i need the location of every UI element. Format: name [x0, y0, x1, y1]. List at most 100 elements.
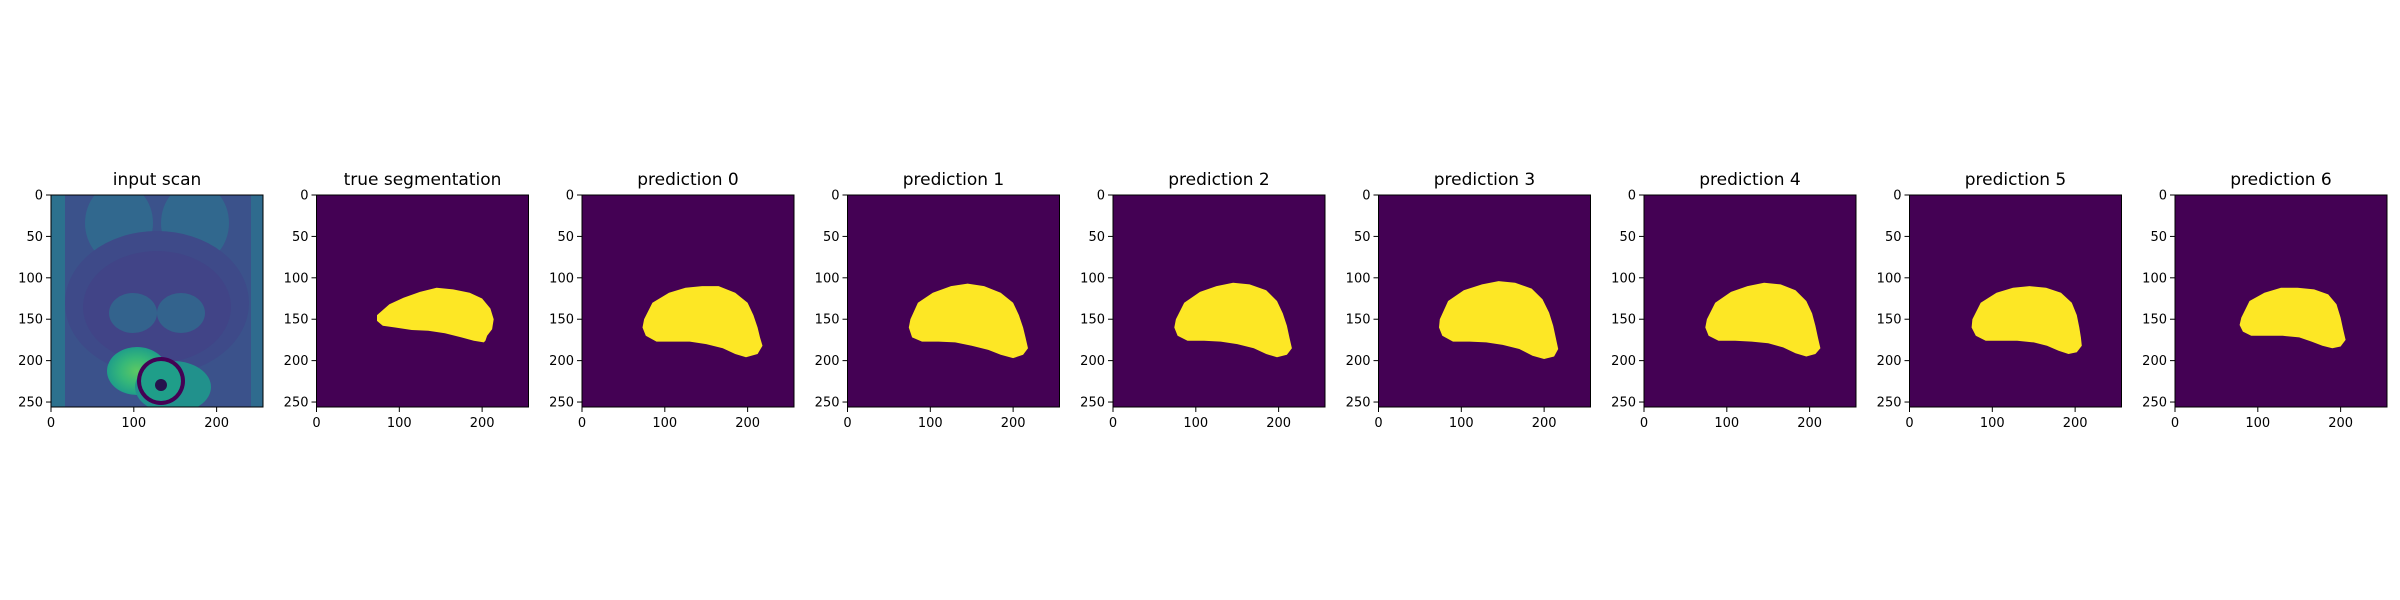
y-tick-label: 0 [566, 189, 574, 204]
y-tick-label: 0 [35, 189, 43, 204]
y-tick-label: 0 [831, 189, 839, 204]
y-tick-label: 250 [18, 396, 43, 411]
x-tick-label: 200 [2328, 416, 2353, 431]
x-tick-label: 200 [204, 416, 229, 431]
y-tick-label: 100 [18, 271, 43, 286]
y-tick-label: 200 [1346, 354, 1371, 369]
panel-title: prediction 2 [1168, 170, 1270, 190]
scan-gland-right [157, 293, 205, 333]
axes-frame [316, 194, 529, 408]
y-tick-label: 150 [284, 313, 309, 328]
y-tick-label: 250 [549, 396, 574, 411]
scan-edge-left [51, 195, 65, 407]
panel-7: prediction 4 0 100 200 0 50 100 150 200 250 [1611, 170, 1857, 431]
y-tick-label: 200 [1877, 354, 1902, 369]
y-tick-label: 250 [284, 396, 309, 411]
panel-title: prediction 4 [1699, 170, 1801, 190]
scan-probe-center [155, 379, 167, 391]
y-tick-label: 250 [815, 396, 840, 411]
y-tick-label: 150 [1877, 313, 1902, 328]
x-tick-label: 0 [1109, 416, 1117, 431]
y-tick-label: 0 [300, 189, 308, 204]
y-tick-label: 50 [2150, 230, 2167, 245]
y-tick-label: 0 [1893, 189, 1901, 204]
x-tick-label: 200 [1001, 416, 1026, 431]
y-tick-label: 150 [18, 313, 43, 328]
y-tick-label: 250 [1611, 396, 1636, 411]
segmentation-mask [1174, 282, 1292, 358]
x-tick-label: 0 [2171, 416, 2179, 431]
y-tick-label: 100 [1080, 271, 1105, 286]
x-tick-label: 100 [387, 416, 412, 431]
y-tick-label: 50 [557, 230, 574, 245]
y-tick-label: 100 [1346, 271, 1371, 286]
x-tick-label: 100 [1183, 416, 1208, 431]
axes-frame [2174, 194, 2388, 408]
x-tick-label: 200 [1266, 416, 1291, 431]
x-tick-label: 200 [1797, 416, 1822, 431]
mri-scan-image [51, 195, 263, 407]
y-tick-label: 250 [1877, 396, 1902, 411]
x-tick-label: 0 [47, 416, 55, 431]
x-tick-label: 0 [578, 416, 586, 431]
y-tick-label: 50 [1885, 230, 1902, 245]
y-tick-label: 50 [1354, 230, 1371, 245]
scan-gland-left [109, 293, 157, 333]
panel-title: prediction 1 [903, 170, 1005, 190]
panel-3: prediction 0 0 100 200 0 50 100 150 200 250 [549, 170, 795, 431]
y-tick-label: 250 [2142, 396, 2167, 411]
panel-title: true segmentation [344, 170, 502, 190]
y-tick-label: 100 [2142, 271, 2167, 286]
x-tick-label: 100 [121, 416, 146, 431]
panel-title: prediction 5 [1965, 170, 2067, 190]
segmentation-mask [377, 287, 494, 343]
panel-4: prediction 1 0 100 200 0 50 100 150 200 250 [815, 170, 1060, 431]
y-tick-label: 50 [26, 230, 43, 245]
x-tick-label: 100 [1714, 416, 1739, 431]
panel-2: true segmentation 0 100 200 0 50 100 150 200 250 [284, 170, 529, 431]
y-tick-label: 150 [815, 313, 840, 328]
panel-title: prediction 6 [2230, 170, 2332, 190]
y-tick-label: 50 [823, 230, 840, 245]
y-tick-label: 200 [2142, 354, 2167, 369]
x-tick-label: 0 [1374, 416, 1382, 431]
y-tick-label: 50 [1619, 230, 1636, 245]
x-tick-label: 200 [735, 416, 760, 431]
scan-edge-right [251, 195, 263, 407]
x-tick-label: 200 [1532, 416, 1557, 431]
x-tick-label: 100 [2245, 416, 2270, 431]
axes-frame [50, 194, 264, 408]
y-tick-label: 150 [549, 313, 574, 328]
panel-5: prediction 2 0 100 200 0 50 100 150 200 250 [1080, 170, 1326, 431]
y-tick-label: 250 [1346, 396, 1371, 411]
panel-6: prediction 3 0 100 200 0 50 100 150 200 250 [1346, 170, 1591, 431]
axes-frame [1112, 194, 1326, 408]
axes-frame [847, 194, 1060, 408]
y-tick-label: 50 [1088, 230, 1105, 245]
y-tick-label: 100 [549, 271, 574, 286]
y-tick-label: 200 [284, 354, 309, 369]
y-tick-label: 0 [1097, 189, 1105, 204]
y-tick-label: 100 [284, 271, 309, 286]
y-tick-label: 150 [2142, 313, 2167, 328]
scan-tissue-inner [83, 251, 231, 363]
y-tick-label: 100 [1877, 271, 1902, 286]
y-tick-label: 150 [1611, 313, 1636, 328]
panel-title: prediction 0 [637, 170, 739, 190]
x-tick-label: 100 [918, 416, 943, 431]
y-tick-label: 100 [815, 271, 840, 286]
panel-1: input scan 0 100 200 0 50 100 150 200 250 [18, 170, 264, 431]
segmentation-mask [1705, 282, 1821, 357]
y-tick-label: 0 [1362, 189, 1370, 204]
axes-frame [1378, 194, 1591, 408]
x-tick-label: 100 [1980, 416, 2005, 431]
y-tick-label: 50 [292, 230, 309, 245]
x-tick-label: 100 [652, 416, 677, 431]
segmentation-mask [1971, 286, 2082, 354]
axes-frame [1643, 194, 1857, 408]
y-tick-label: 150 [1346, 313, 1371, 328]
y-tick-label: 200 [18, 354, 43, 369]
panel-title: input scan [113, 170, 202, 190]
